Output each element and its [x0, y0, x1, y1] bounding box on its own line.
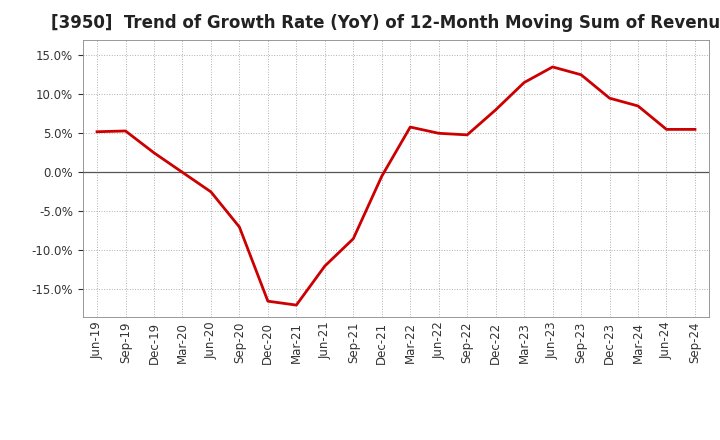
Title: [3950]  Trend of Growth Rate (YoY) of 12-Month Moving Sum of Revenues: [3950] Trend of Growth Rate (YoY) of 12-… — [51, 15, 720, 33]
